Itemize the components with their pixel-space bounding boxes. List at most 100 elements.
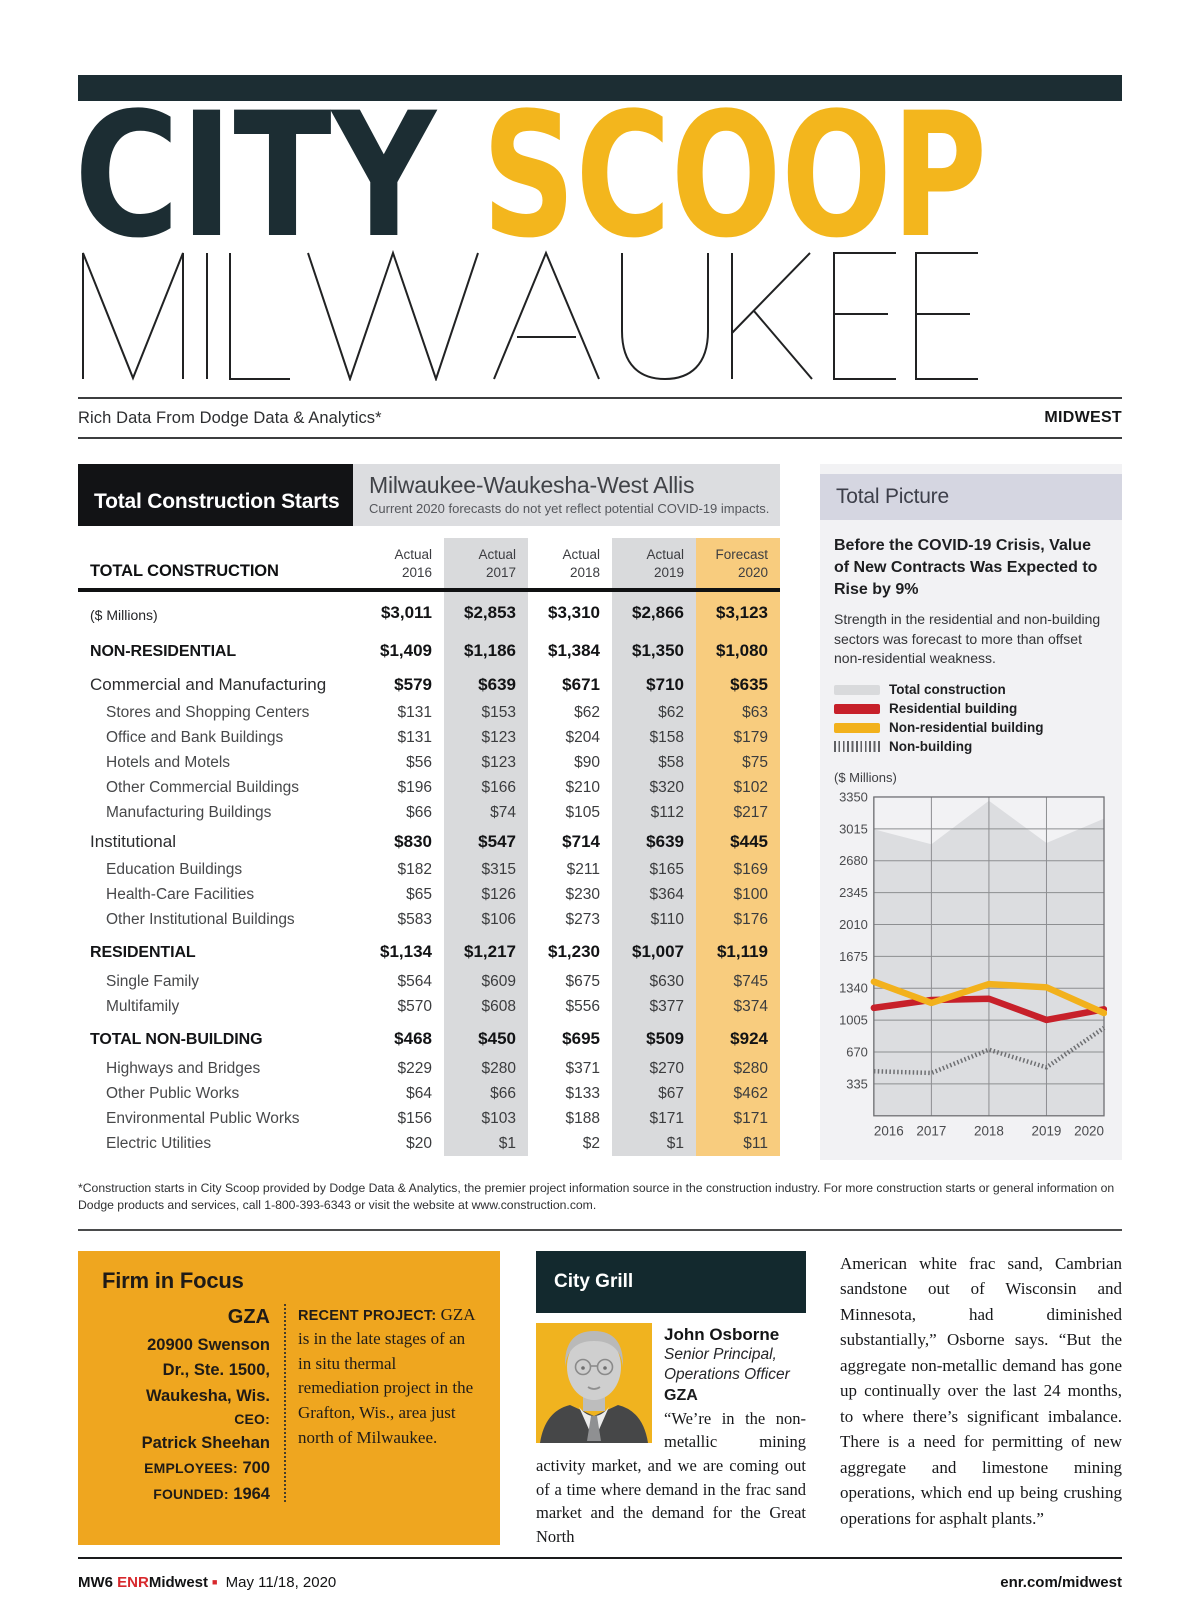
cell-value: $675 bbox=[565, 972, 600, 990]
column-header-2017: Actual 2017 bbox=[444, 538, 528, 593]
cell-value: $62 bbox=[574, 703, 600, 721]
cell-value: $110 bbox=[650, 910, 684, 928]
column-header-2016: Actual 2016 bbox=[360, 538, 444, 593]
sidebar-title: Total Picture bbox=[820, 474, 1122, 520]
enr-region: Midwest bbox=[148, 1574, 209, 1592]
sidebar-headline: Before the COVID-19 Crisis, Value of New… bbox=[834, 537, 1098, 599]
cell-value: $210 bbox=[565, 778, 600, 796]
cell-value: $75 bbox=[742, 753, 768, 771]
quote-text: “We’re in the non-metallic mining activi… bbox=[536, 1408, 806, 1546]
cell-value: $171 bbox=[649, 1109, 684, 1127]
cell-value: $710 bbox=[646, 675, 684, 695]
svg-text:2018: 2018 bbox=[974, 1124, 1004, 1139]
total-picture-sidebar: Total Picture Before the COVID-19 Crisis… bbox=[820, 464, 1122, 1160]
footer-brand: MW6 ENRMidwest ■ May 11/18, 2020 bbox=[78, 1574, 336, 1591]
legend-item-residential: Residential building bbox=[834, 701, 1107, 716]
cell-value: $1 bbox=[498, 1134, 516, 1152]
cell-value: $564 bbox=[397, 972, 432, 990]
cell-value: $1,007 bbox=[632, 942, 684, 962]
market-title: Milwaukee-Waukesha-West Allis bbox=[369, 472, 695, 498]
cell-value: $270 bbox=[649, 1059, 684, 1077]
cell-value: $635 bbox=[730, 675, 768, 695]
cell-value: $1,080 bbox=[716, 641, 768, 661]
table-row: NON-RESIDENTIAL $1,409 $1,186 $1,384 $1,350 $… bbox=[78, 631, 780, 668]
table-row: TOTAL NON-BUILDING $468 $450 $695 $509 $924 bbox=[78, 1019, 780, 1056]
cell-value: $196 bbox=[397, 778, 432, 796]
cell-value: $2 bbox=[582, 1134, 600, 1152]
cell-value: $509 bbox=[646, 1029, 684, 1049]
svg-text:2016: 2016 bbox=[874, 1124, 904, 1139]
cell-value: $2,866 bbox=[632, 603, 684, 623]
cell-value: $1,409 bbox=[380, 641, 432, 661]
cell-value: $63 bbox=[742, 703, 768, 721]
masthead: CITY SCOOP bbox=[78, 75, 1122, 381]
city-grill-column: City Grill John Osborne bbox=[536, 1250, 806, 1549]
residential-swatch bbox=[834, 703, 880, 714]
cell-value: $583 bbox=[397, 910, 432, 928]
masthead-city-wordmark bbox=[82, 249, 978, 381]
person-role: Operations Officer bbox=[664, 1365, 790, 1383]
cell-value: $714 bbox=[562, 832, 600, 852]
table-row: Office and Bank Buildings $131 $123 $204 $15… bbox=[78, 725, 780, 750]
row-label: Single Family bbox=[106, 972, 200, 990]
cell-value: $450 bbox=[478, 1029, 516, 1049]
cell-value: $123 bbox=[481, 753, 516, 771]
cell-value: $156 bbox=[397, 1109, 432, 1127]
cell-value: $66 bbox=[490, 1084, 516, 1102]
bottom-section: Firm in Focus GZA 20900 Swenson Dr., Ste… bbox=[78, 1250, 1122, 1549]
non-residential-swatch bbox=[834, 722, 880, 733]
row-label: Education Buildings bbox=[106, 860, 243, 878]
cell-value: $570 bbox=[397, 997, 432, 1015]
region-label: MIDWEST bbox=[1044, 409, 1122, 426]
cell-value: $153 bbox=[481, 703, 516, 721]
row-label: NON-RESIDENTIAL bbox=[90, 643, 237, 661]
article-continuation: American white frac sand, Cambrian sands… bbox=[840, 1253, 1122, 1528]
table-row: Health-Care Facilities $65 $126 $230 $364 $10… bbox=[78, 882, 780, 907]
footer-url[interactable]: enr.com/midwest bbox=[1000, 1574, 1122, 1592]
total-construction-swatch bbox=[834, 684, 880, 695]
row-label: Highways and Bridges bbox=[106, 1059, 261, 1077]
table-row: Hotels and Motels $56 $123 $90 $58 $75 bbox=[78, 750, 780, 775]
cell-value: $131 bbox=[397, 728, 432, 746]
cell-value: $123 bbox=[481, 728, 516, 746]
enr-logo: ENR bbox=[117, 1574, 149, 1592]
city-grill-title-box: City Grill bbox=[536, 1250, 806, 1313]
cell-value: $924 bbox=[730, 1029, 768, 1049]
row-label: Electric Utilities bbox=[106, 1134, 212, 1152]
chart-legend: Total construction Residential building … bbox=[834, 682, 1107, 754]
svg-text:1005: 1005 bbox=[839, 1013, 868, 1028]
row-label: Hotels and Motels bbox=[106, 753, 231, 771]
cell-value: $64 bbox=[406, 1084, 432, 1102]
page-code: MW6 bbox=[78, 1574, 113, 1592]
cell-value: $639 bbox=[478, 675, 516, 695]
cell-value: $3,310 bbox=[548, 603, 600, 623]
issue-date: May 11/18, 2020 bbox=[225, 1574, 337, 1592]
cell-value: $745 bbox=[733, 972, 768, 990]
firm-details: GZA 20900 Swenson Dr., Ste. 1500, Waukes… bbox=[102, 1302, 270, 1508]
cell-value: $3,123 bbox=[716, 603, 768, 623]
cell-value: $280 bbox=[733, 1059, 768, 1077]
cell-value: $695 bbox=[562, 1029, 600, 1049]
cell-value: $1 bbox=[666, 1134, 684, 1152]
column-header-2018: Actual 2018 bbox=[528, 538, 612, 593]
sidebar-body-text: Strength in the residential and non-buil… bbox=[834, 611, 1101, 666]
cell-value: $67 bbox=[658, 1084, 684, 1102]
cell-value: $556 bbox=[565, 997, 600, 1015]
cell-value: $58 bbox=[658, 753, 684, 771]
table-row: Institutional $830 $547 $714 $639 $445 bbox=[78, 825, 780, 857]
legend-item-non-building: Non-building bbox=[834, 739, 1107, 754]
cell-value: $171 bbox=[733, 1109, 768, 1127]
cell-value: $462 bbox=[733, 1084, 768, 1102]
cell-value: $371 bbox=[565, 1059, 600, 1077]
cell-value: $217 bbox=[733, 803, 768, 821]
row-label: Health-Care Facilities bbox=[106, 885, 255, 903]
cell-value: $320 bbox=[649, 778, 684, 796]
person-role: Senior Principal, bbox=[664, 1345, 777, 1363]
table-row: Environmental Public Works $156 $103 $188 $1… bbox=[78, 1106, 780, 1131]
table-row: ($ Millions) $3,011 $2,853 $3,310 $2,866 $3,1… bbox=[78, 590, 780, 631]
total-construction-starts-box: Total Construction Starts bbox=[78, 464, 353, 526]
table-row: Highways and Bridges $229 $280 $371 $270 $280 bbox=[78, 1056, 780, 1081]
cell-value: $2,853 bbox=[464, 603, 516, 623]
cell-value: $158 bbox=[649, 728, 684, 746]
